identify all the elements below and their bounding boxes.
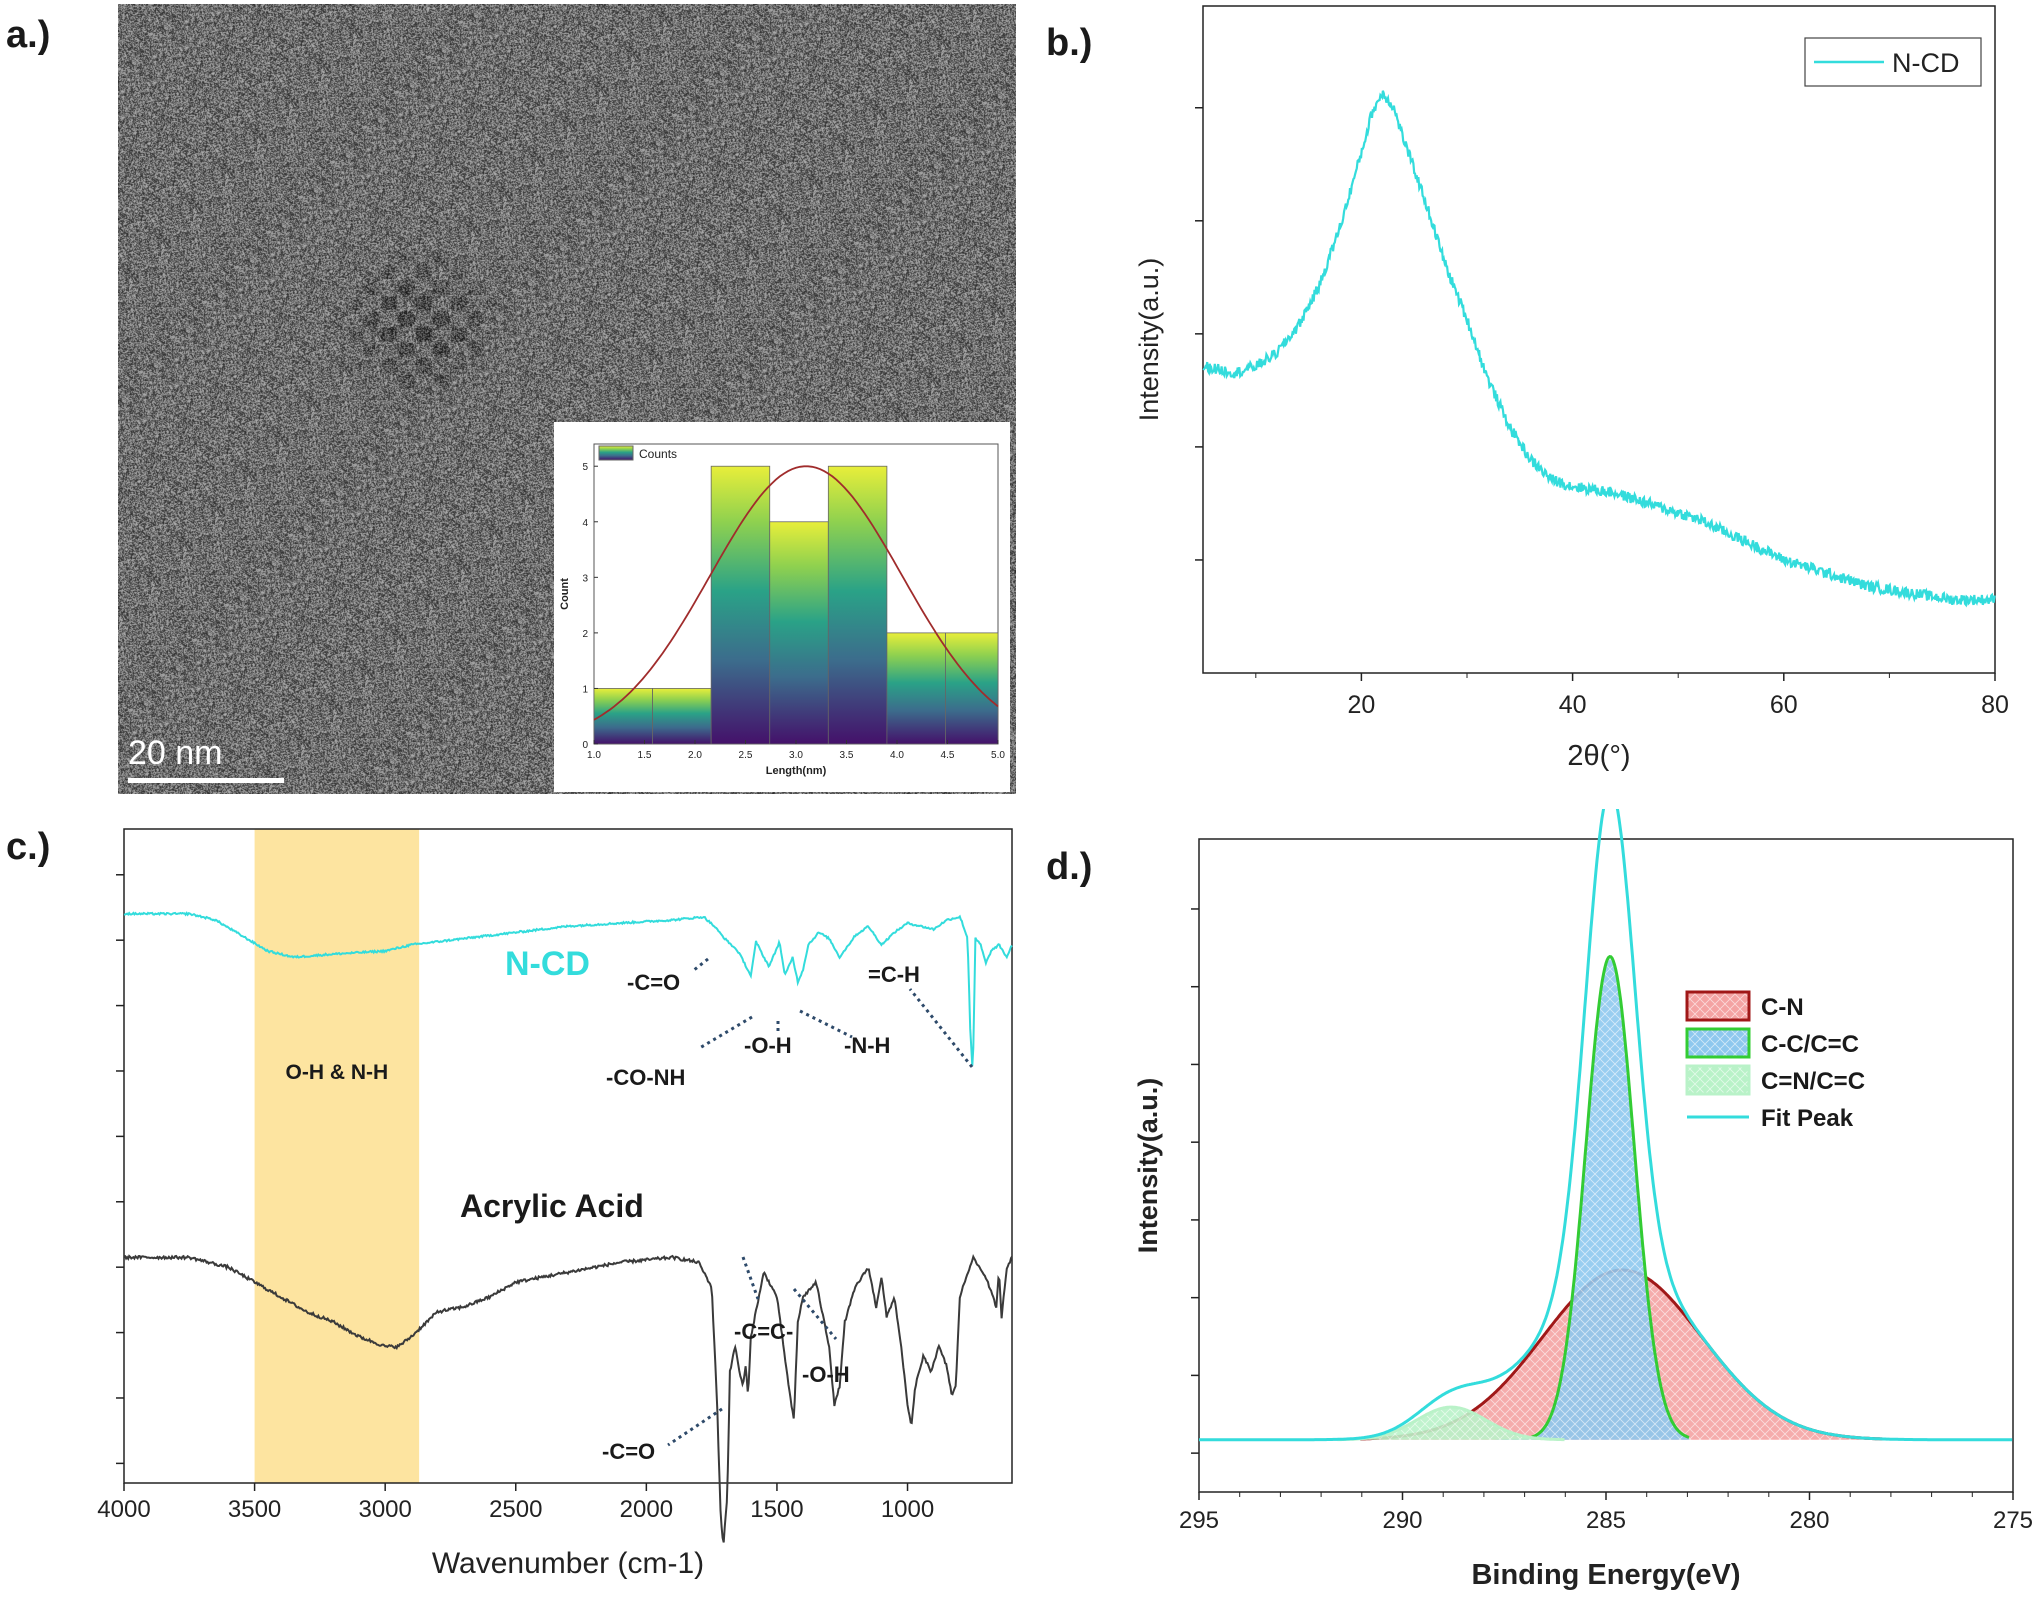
panel-label-a: a.) [6,14,51,56]
ftir-annotation-label: -CO-NH [606,1065,685,1090]
xrd-x-axis-label: 2θ(°) [1567,740,1630,772]
hist-y-tick-label: 5 [582,462,588,473]
ftir-x-tick-label: 3000 [358,1496,411,1523]
hist-x-tick-label: 2.0 [688,750,702,761]
ftir-annotation-arrow [799,1009,853,1039]
ftir-annotation-label: -C=C- [734,1319,793,1344]
hist-y-tick-label: 2 [582,629,588,640]
xrd-x-tick-label: 80 [1981,691,2009,719]
hist-x-tick-label: 5.0 [991,750,1005,761]
histogram-bar [945,632,999,745]
xps-component-cn-area [1240,1270,1885,1440]
hist-y-axis-label: Count [559,578,571,610]
xps-component-cc-area [1493,956,1690,1440]
normal-fit-curve [593,465,999,721]
ftir-annotation-label: -C=O [602,1439,655,1464]
histogram-bar [886,632,946,745]
ftir-annotation-label: -O-H [802,1362,850,1387]
xps-component-cc-line [1529,955,1690,1440]
scale-bar-label: 20 nm [128,734,223,772]
ftir-annotation-arrow [667,1407,723,1447]
ftir-annotation-arrow [908,988,974,1068]
hist-y-tick-label: 4 [582,518,588,529]
tem-micrograph: 20 nm 1.0 1.5 2.0 2.5 3.0 3.5 4.0 4.5 5.0 0 1 2 3 4 5 L… [118,4,1016,794]
ftir-x-axis-label: Wavenumber (cm-1) [432,1547,704,1580]
hist-y-tick-label: 1 [582,684,588,695]
hist-x-tick-label: 1.5 [638,750,652,761]
ftir-annotation-arrow [693,957,709,972]
ftir-series-acrylic [123,1253,1013,1543]
xps-x-tick-label: 285 [1586,1507,1626,1534]
xrd-x-tick-label: 40 [1559,691,1587,719]
hist-x-tick-label: 1.0 [587,750,601,761]
xps-legend-swatch [1685,990,1751,1022]
xrd-x-tick-label: 60 [1770,691,1798,719]
hist-x-tick-label: 3.5 [840,750,854,761]
xps-x-tick-label: 290 [1382,1507,1422,1534]
ftir-x-tick-label: 3500 [228,1496,281,1523]
ftir-x-tick-label: 2000 [620,1496,673,1523]
ftir-chart: O-H & N-H 4000 3500 3000 2500 2000 1500 1000 Wav… [97,828,1013,1580]
ftir-x-tick-label: 1500 [750,1496,803,1523]
xps-legend-swatch [1685,1064,1751,1096]
hist-x-tick-label: 4.5 [941,750,955,761]
xrd-y-axis-label: Intensity(a.u.) [1134,258,1164,422]
xps-x-tick-label: 295 [1179,1507,1219,1534]
ftir-annotation-arrow [741,1256,760,1300]
xrd-legend-label: N-CD [1892,48,1960,78]
ftir-highlight-band [254,829,420,1483]
xps-fit-peak-line [1199,809,2013,1442]
xps-legend-label: C-C/C=C [1761,1031,1859,1058]
xrd-chart: 20 40 60 80 2θ(°) Intensity(a.u.) N-CD [1134,5,2009,772]
ftir-annotation-label: -O-H [744,1033,792,1058]
histogram-bar [652,688,712,745]
ftir-x-tick-label: 4000 [97,1496,150,1523]
hist-x-tick-label: 3.0 [789,750,803,761]
ftir-band-label: O-H & N-H [286,1061,389,1084]
ftir-x-tick-label: 2500 [489,1496,542,1523]
histogram-bar [710,465,771,745]
tem-overlay: 20 nm [128,734,284,783]
ftir-x-tick-label: 1000 [881,1496,934,1523]
hist-x-tick-label: 4.0 [890,750,904,761]
xrd-frame [1202,5,1996,674]
hist-x-axis-label: Length(nm) [766,765,827,777]
panel-label-c: c.) [6,826,51,868]
xps-x-tick-label: 275 [1993,1507,2033,1534]
xps-y-axis-label: Intensity(a.u.) [1133,1078,1163,1254]
scale-bar [128,778,284,783]
xps-legend-swatch [1685,1027,1751,1059]
ftir-annotation-label: -N-H [844,1033,890,1058]
xrd-x-tick-label: 20 [1347,691,1375,719]
xps-chart: 295 290 285 280 275 Binding Energy(eV) Intensi… [1133,809,2033,1591]
xps-x-axis-label: Binding Energy(eV) [1471,1559,1740,1591]
histogram-bar [827,465,888,745]
ftir-annotation-label: =C-H [868,962,920,987]
panel-label-d: d.) [1046,846,1093,888]
ftir-label-acrylic: Acrylic Acid [460,1188,644,1224]
hist-y-tick-label: 3 [582,573,588,584]
histogram-bar [593,688,653,745]
xps-x-tick-label: 280 [1789,1507,1829,1534]
panel-label-b: b.) [1046,22,1093,64]
hist-y-tick-label: 0 [582,740,588,751]
xps-legend-label: C=N/C=C [1761,1068,1865,1095]
xps-legend-label: Fit Peak [1761,1105,1854,1132]
histogram-bar [769,521,829,745]
ftir-series-ncd [123,911,1013,1066]
ftir-frame [123,828,1013,1484]
xps-component-cnc-area [1285,1407,1566,1440]
hist-legend-swatch [598,445,634,461]
ftir-annotation-label: -C=O [627,970,680,995]
ftir-label-ncd: N-CD [505,945,590,983]
xps-legend-label: C-N [1761,994,1804,1021]
hist-legend-label: Counts [639,447,677,461]
histogram-inset: 1.0 1.5 2.0 2.5 3.0 3.5 4.0 4.5 5.0 0 1 2 3 4 5 Length(… [554,422,1010,792]
hist-x-tick-label: 2.5 [739,750,753,761]
xrd-series-line [1202,90,1996,608]
